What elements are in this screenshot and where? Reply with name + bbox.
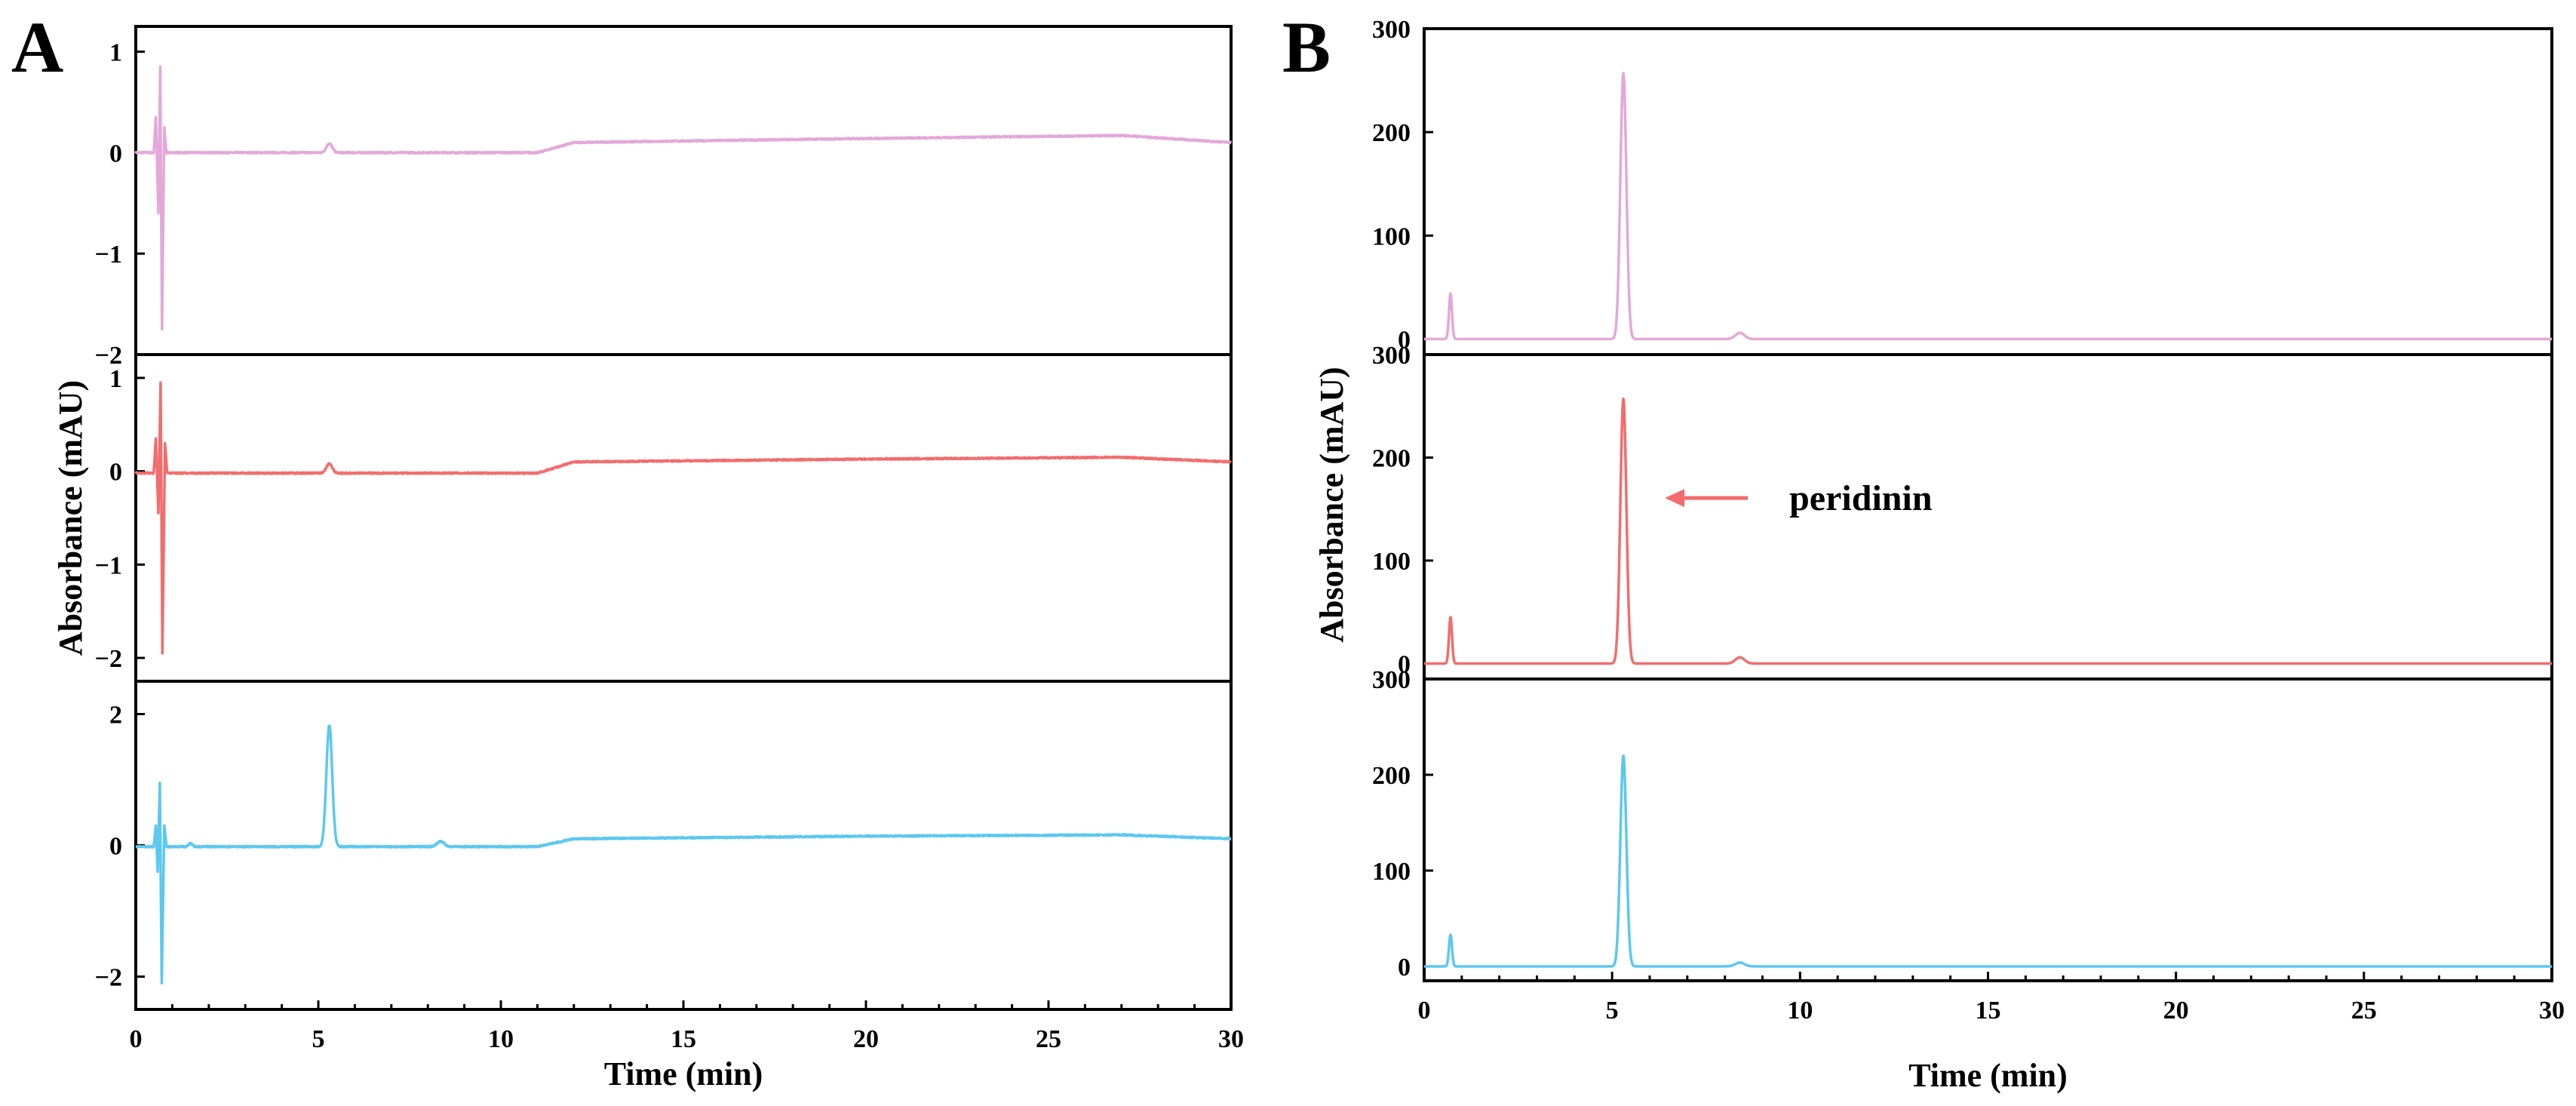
- x-tick-label: 15: [671, 1025, 696, 1053]
- plot-frame: [1423, 677, 2553, 982]
- y-tick-label: −1: [95, 551, 122, 579]
- x-axis-title: Time (min): [1908, 1057, 2068, 1094]
- y-tick-label: 0: [109, 140, 122, 167]
- x-axis-title: Time (min): [604, 1055, 763, 1092]
- y-tick-label: 200: [1372, 762, 1411, 790]
- subplot-A-1: −2 −1 0 1: [95, 25, 1233, 370]
- panel-B: B01002003000100200300peridinin0100200300…: [1282, 7, 2565, 1094]
- subplot-B-3: 0 100 200 300: [1372, 666, 2553, 982]
- x-tick-label: 20: [853, 1025, 879, 1053]
- y-tick-label: 100: [1372, 858, 1411, 886]
- y-tick-label: 300: [1372, 342, 1411, 370]
- x-tick-label: 10: [488, 1025, 514, 1053]
- panel-letter-A: A: [11, 7, 63, 88]
- x-tick-label: 0: [130, 1025, 143, 1053]
- y-tick-label: 100: [1372, 548, 1411, 576]
- plot-frame: [134, 25, 1233, 356]
- y-tick-label: 200: [1372, 119, 1411, 147]
- y-tick-label: 0: [1398, 326, 1411, 354]
- y-tick-label: 0: [1398, 651, 1411, 679]
- x-tick-label: 20: [2163, 997, 2189, 1025]
- y-tick-label: 300: [1372, 666, 1411, 694]
- x-tick-label: 25: [1036, 1025, 1061, 1053]
- y-axis-title: Absorbance (mAU): [52, 380, 89, 656]
- x-tick-label: 15: [1976, 997, 2001, 1025]
- plot-frame: [134, 353, 1233, 683]
- x-tick-label: 30: [1218, 1025, 1244, 1053]
- series-line-trace-2: [134, 381, 1233, 655]
- series-line-trace-2: [1423, 397, 2553, 665]
- series-line-trace-3: [134, 724, 1233, 985]
- y-axis-title: Absorbance (mAU): [1313, 367, 1350, 642]
- subplot-A-2: −2 −1 0 1: [95, 353, 1233, 683]
- y-tick-label: 0: [109, 833, 122, 861]
- series-line-trace-1: [134, 65, 1233, 331]
- y-tick-label: −2: [95, 964, 122, 992]
- y-tick-label: 0: [1398, 954, 1411, 982]
- x-tick-label: 5: [312, 1025, 325, 1053]
- y-tick-label: 100: [1372, 223, 1411, 250]
- y-tick-label: 0: [109, 459, 122, 487]
- x-tick-label: 5: [1606, 997, 1619, 1025]
- y-tick-label: 300: [1372, 16, 1411, 44]
- x-tick-label: 25: [2351, 997, 2377, 1025]
- subplot-B-1: 0 100 200 300: [1372, 16, 2553, 356]
- y-tick-label: −1: [95, 241, 122, 269]
- plot-frame: [1423, 27, 2553, 356]
- y-tick-label: −2: [95, 342, 122, 370]
- panel-letter-B: B: [1282, 7, 1331, 88]
- plot-frame: [1423, 353, 2553, 680]
- series-line-trace-3: [1423, 754, 2553, 968]
- x-tick-label: 0: [1418, 997, 1431, 1025]
- y-tick-label: 1: [109, 365, 122, 393]
- y-tick-label: 2: [109, 702, 122, 730]
- x-tick-label: 10: [1787, 997, 1813, 1025]
- series-line-trace-1: [1423, 72, 2553, 341]
- y-tick-label: −2: [95, 645, 122, 673]
- annotation-arrow-head: [1665, 489, 1685, 508]
- annotation-label: peridinin: [1789, 478, 1932, 518]
- y-tick-label: 200: [1372, 445, 1411, 473]
- subplot-B-2: 0 100 200 300 peridinin: [1372, 342, 2553, 680]
- subplot-A-3: −2 0 2: [95, 680, 1233, 1011]
- x-tick-label: 30: [2539, 997, 2565, 1025]
- y-tick-label: 1: [109, 38, 122, 66]
